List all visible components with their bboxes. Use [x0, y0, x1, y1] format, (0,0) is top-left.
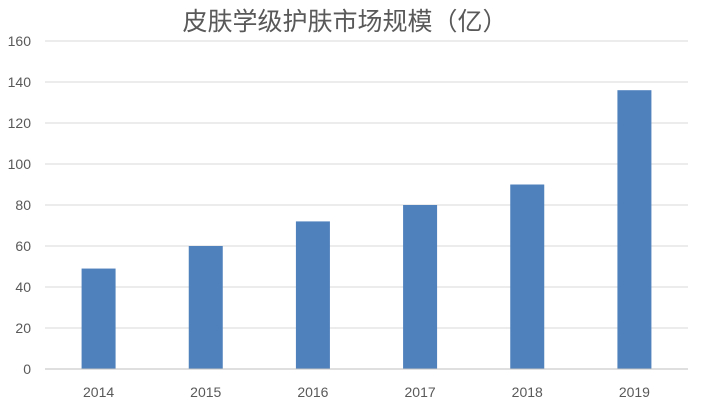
- bars: [81, 90, 652, 369]
- x-axis-ticks: 2014 2015 2016 2017 2018 2019: [83, 384, 650, 400]
- bar-2016: [295, 221, 330, 369]
- y-tick-label: 0: [23, 361, 31, 377]
- y-tick-label: 120: [8, 115, 32, 131]
- x-tick-label: 2014: [83, 384, 114, 400]
- x-tick-label: 2016: [297, 384, 328, 400]
- chart-title: 皮肤学级护肤市场规模（亿）: [182, 7, 507, 36]
- y-tick-label: 160: [8, 33, 32, 49]
- y-tick-label: 140: [8, 74, 32, 90]
- bar-2018: [510, 184, 545, 369]
- y-tick-label: 100: [8, 156, 32, 172]
- bar-2017: [403, 205, 438, 369]
- bar-2019: [617, 90, 652, 369]
- x-tick-label: 2017: [405, 384, 436, 400]
- y-tick-label: 60: [15, 238, 31, 254]
- x-tick-label: 2015: [190, 384, 221, 400]
- y-axis-ticks: 0 20 40 60 80 100 120 140 160: [8, 33, 32, 377]
- x-tick-label: 2019: [619, 384, 650, 400]
- y-tick-label: 40: [15, 279, 31, 295]
- bar-2015: [188, 246, 223, 369]
- x-tick-label: 2018: [512, 384, 543, 400]
- y-tick-label: 80: [15, 197, 31, 213]
- bar-2014: [81, 268, 116, 369]
- gridlines: [45, 40, 688, 329]
- y-tick-label: 20: [15, 320, 31, 336]
